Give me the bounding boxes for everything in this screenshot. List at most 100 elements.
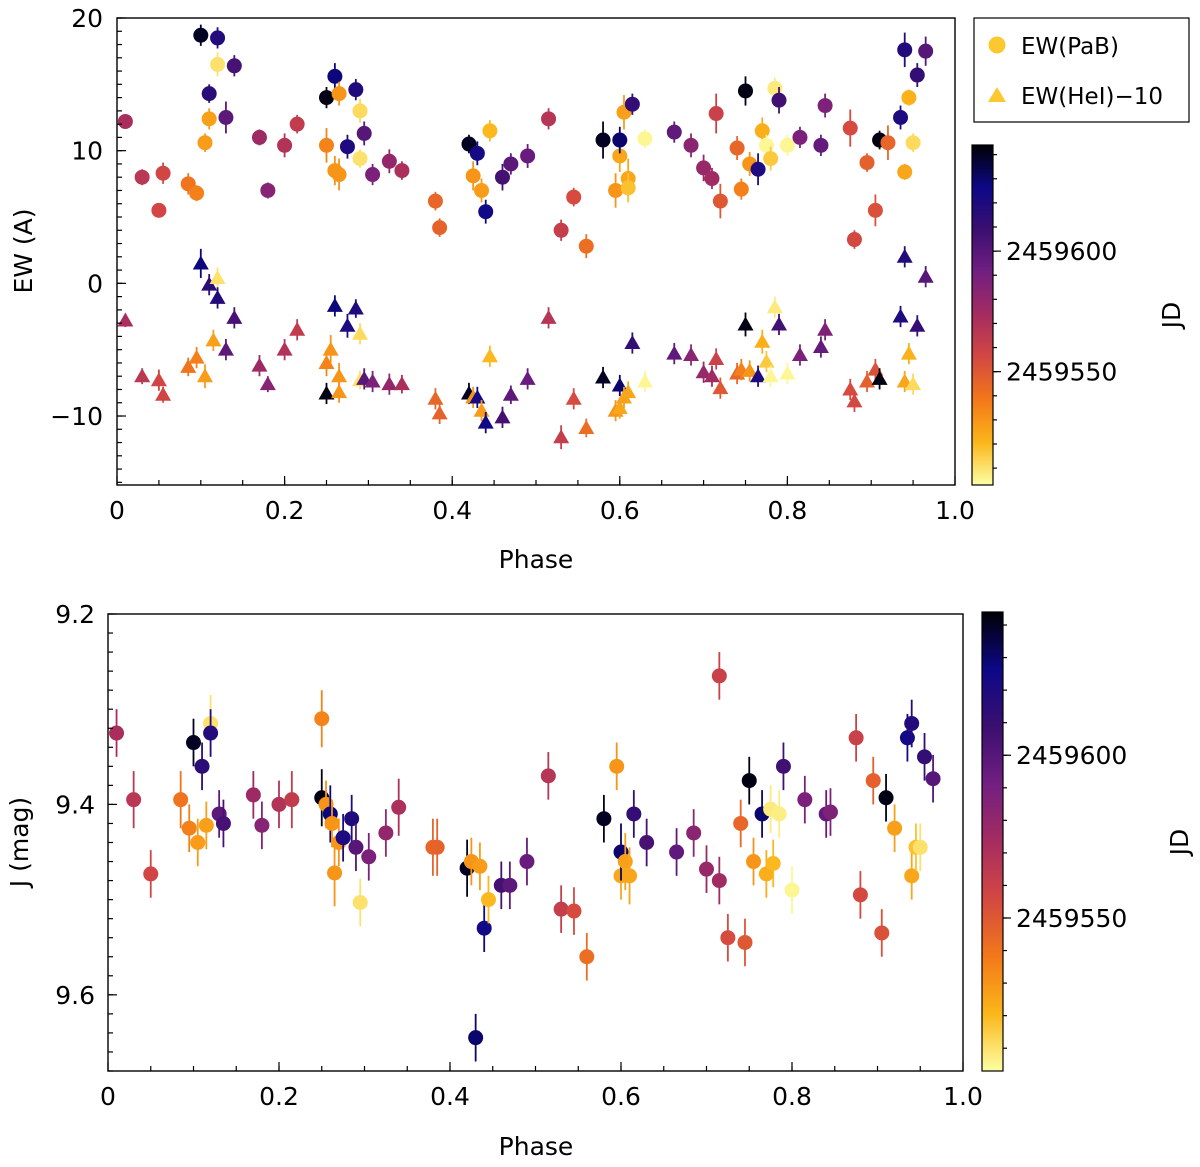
data-point: [150, 369, 167, 391]
data-point: [331, 81, 347, 106]
circle-marker: [193, 27, 209, 43]
bottom-data-points: [109, 652, 941, 1062]
circle-marker: [378, 825, 394, 841]
x-tick-label: 1.0: [935, 496, 975, 525]
circle-marker: [566, 903, 582, 919]
data-point: [155, 386, 172, 403]
circle-marker: [609, 758, 625, 774]
top-plot-frame: [116, 17, 956, 486]
circle-marker: [314, 711, 330, 727]
circle-marker: [365, 167, 381, 183]
data-point: [737, 918, 753, 967]
triangle-marker: [201, 276, 218, 291]
circle-marker: [468, 1030, 484, 1046]
circle-marker: [189, 185, 205, 201]
circle-marker: [822, 804, 838, 820]
data-point: [733, 799, 749, 848]
data-point: [609, 742, 625, 791]
circle-marker: [472, 858, 488, 874]
data-point: [331, 158, 347, 191]
data-point: [469, 386, 486, 409]
triangle-marker: [134, 368, 151, 383]
data-point: [637, 129, 653, 149]
data-point: [348, 823, 364, 872]
data-point: [711, 652, 727, 700]
data-point: [699, 845, 714, 893]
triangle-marker: [205, 332, 222, 347]
triangle-marker: [180, 358, 197, 373]
data-point: [318, 382, 335, 405]
circle-marker: [474, 182, 490, 198]
data-point: [733, 178, 749, 200]
circle-marker: [846, 232, 862, 248]
colorbar-tick-label: 2459600: [1016, 741, 1127, 770]
circle-marker: [432, 220, 448, 236]
circle-marker: [708, 106, 724, 122]
circle-marker: [324, 815, 340, 831]
circle-marker: [737, 934, 753, 950]
circle-marker: [612, 132, 628, 148]
circle-marker: [361, 849, 377, 865]
data-point: [391, 778, 407, 836]
data-point: [271, 780, 287, 829]
circle-marker: [427, 193, 443, 209]
data-point: [194, 742, 210, 791]
bottom-plot-frame: [107, 613, 964, 1072]
data-point: [712, 183, 728, 219]
circle-marker: [712, 193, 728, 209]
triangle-marker: [750, 368, 767, 383]
data-point: [859, 370, 876, 393]
circle-marker: [352, 151, 368, 167]
data-point: [503, 153, 519, 175]
data-point: [180, 357, 197, 377]
circle-marker: [620, 180, 636, 196]
circle-marker: [476, 920, 492, 936]
data-point: [335, 813, 351, 862]
circle-marker: [271, 796, 287, 812]
circle-marker: [779, 137, 795, 153]
data-point: [210, 52, 226, 77]
circle-marker: [465, 168, 481, 184]
data-point: [469, 141, 485, 166]
data-point: [468, 1013, 484, 1062]
data-point: [427, 388, 444, 410]
triangle-marker: [150, 372, 167, 387]
data-point: [712, 377, 729, 399]
circle-marker: [327, 865, 343, 881]
circle-marker: [813, 137, 829, 153]
data-point: [624, 93, 640, 115]
circle-marker: [391, 799, 407, 815]
top-colorbar-label: JD: [1157, 302, 1186, 331]
triangle-marker: [620, 384, 637, 399]
circle-marker: [494, 169, 510, 185]
data-point: [620, 381, 637, 403]
triangle-marker: [636, 373, 653, 388]
data-point: [143, 850, 159, 898]
circle-marker: [699, 861, 714, 877]
data-point: [352, 149, 368, 168]
triangle-marker: [276, 341, 293, 356]
circle-marker: [480, 892, 496, 908]
circle-marker: [741, 773, 757, 789]
triangle-marker: [519, 370, 536, 385]
data-point: [339, 134, 355, 159]
data-point: [209, 287, 226, 309]
circle-marker: [478, 204, 494, 220]
triangle-marker: [469, 389, 486, 404]
data-point: [431, 402, 448, 424]
data-point: [904, 852, 920, 900]
data-point: [540, 752, 556, 800]
data-point: [326, 295, 343, 317]
data-point: [339, 313, 356, 338]
data-point: [797, 775, 813, 824]
bottom-colorbar-ticks: 2459550 2459600: [1003, 624, 1127, 1049]
triangle-marker: [502, 386, 519, 401]
data-point: [771, 790, 787, 838]
circle-marker: [335, 830, 351, 846]
data-point: [683, 344, 700, 366]
circle-marker: [897, 164, 913, 180]
triangle-marker: [754, 333, 771, 348]
data-point: [703, 365, 720, 387]
triangle-marker: [892, 308, 909, 323]
triangle-marker: [909, 317, 926, 332]
